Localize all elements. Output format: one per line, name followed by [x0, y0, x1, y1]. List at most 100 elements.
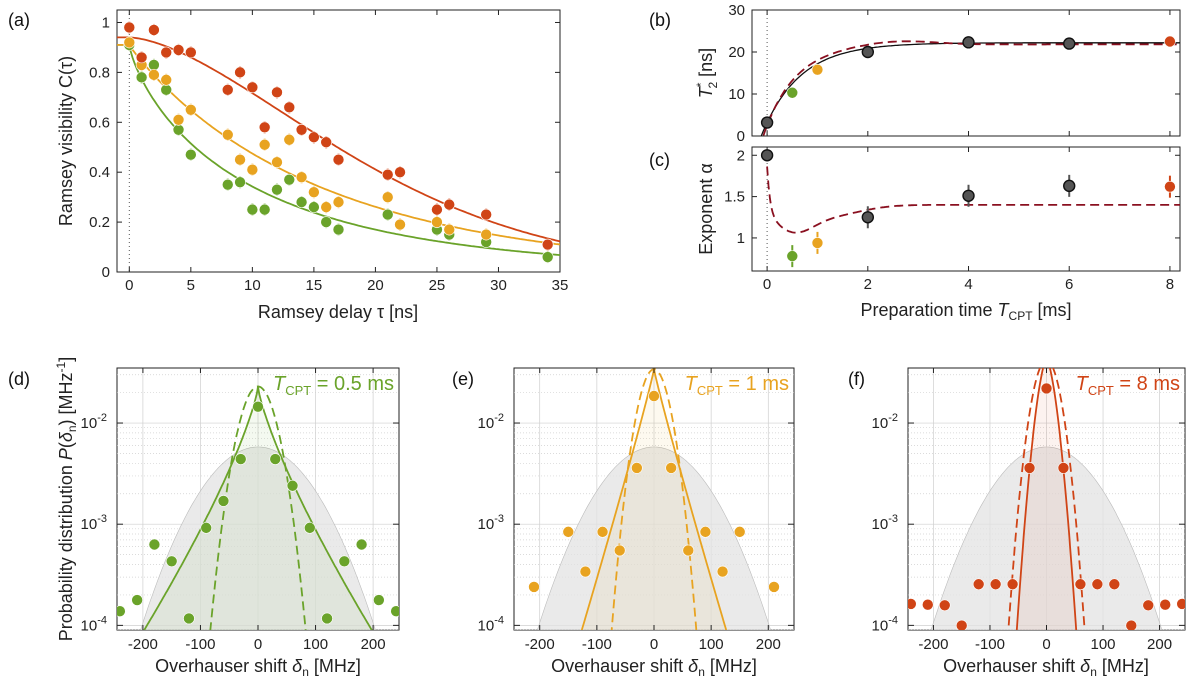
data-point — [908, 598, 917, 610]
ytick-label: 10-2 — [478, 412, 504, 432]
a-point-red — [431, 203, 443, 216]
data-point — [596, 526, 609, 538]
b-point — [1164, 35, 1176, 48]
xtick-label: 100 — [699, 636, 724, 653]
a-point-yellow — [283, 133, 296, 146]
c-xtick-label: 2 — [864, 276, 872, 293]
a-point-green — [308, 201, 320, 213]
a-point-yellow — [123, 36, 136, 49]
ytick-label: 10-3 — [81, 513, 107, 533]
a-point-red — [271, 86, 283, 99]
a-point-yellow — [148, 69, 160, 81]
annotation-tcpt: TCPT = 1 ms — [685, 373, 789, 398]
a-point-yellow — [246, 163, 259, 176]
b-point — [861, 45, 875, 59]
data-point — [217, 495, 230, 507]
xtick-label: 200 — [361, 636, 386, 653]
data-point — [131, 594, 143, 606]
data-point — [1125, 619, 1138, 630]
a-point-yellow — [381, 191, 394, 203]
data-point — [665, 462, 677, 474]
c-point — [811, 237, 824, 249]
a-point-green — [185, 148, 197, 161]
a-point-green — [271, 183, 283, 196]
a-point-red — [246, 81, 259, 94]
a-xtick-label: 5 — [187, 277, 195, 294]
a-point-red — [221, 84, 234, 96]
data-point — [355, 538, 368, 551]
gaussian-background — [514, 446, 794, 630]
a-point-yellow — [431, 216, 443, 228]
data-point — [234, 453, 247, 465]
xtick-label: -100 — [975, 636, 1005, 653]
ytick-label: 10-2 — [81, 412, 107, 432]
a-point-red — [258, 121, 271, 134]
a-xtick-label: 15 — [306, 277, 323, 294]
a-ytick-label: 0.2 — [89, 214, 110, 231]
a-xtick-label: 20 — [367, 277, 384, 294]
panel-d: (d) -200 -100 0 100 200 10-4 10-3 10-2 TCPT = 0.… — [8, 357, 400, 679]
a-point-yellow — [221, 128, 234, 141]
xtick-label: 0 — [254, 636, 262, 653]
fit-area — [514, 369, 794, 630]
c-data — [760, 149, 1180, 268]
a-point-green — [295, 196, 308, 208]
a-xtick-label: 35 — [552, 277, 569, 294]
a-point-green — [541, 251, 554, 263]
a-point-green — [332, 223, 345, 236]
xtick-label: 100 — [1091, 636, 1116, 653]
xtick-label: -200 — [918, 636, 948, 653]
b-point — [1063, 37, 1076, 50]
a-point-yellow — [185, 104, 197, 116]
panel-e: (e) -200 -100 0 100 200 10-4 10-3 10-2 TCPT = 1 … — [452, 367, 795, 679]
a-point-red — [148, 24, 160, 36]
data-point — [989, 578, 1002, 591]
panel-c: (c) 0 2 4 6 8 1 1.5 2 Exponent α Preparation ti… — [649, 146, 1181, 323]
a-ytick-label: 1 — [102, 14, 110, 31]
data-point — [165, 555, 178, 568]
data-point — [1142, 599, 1155, 612]
c-fit-dashed — [766, 166, 1180, 234]
a-point-red — [541, 238, 554, 251]
panel-a-ylabel: Ramsey visibility C(τ) — [56, 56, 76, 226]
data-point — [528, 581, 540, 593]
fit-curve-dashed — [209, 385, 307, 630]
a-point-green — [172, 123, 185, 136]
data-point — [579, 565, 592, 578]
a-point-red — [381, 168, 394, 181]
a-point-green — [160, 84, 173, 96]
a-xtick-label: 10 — [244, 277, 261, 294]
a-point-red — [332, 153, 345, 166]
a-point-yellow — [234, 153, 246, 166]
b-ytick-label: 10 — [728, 86, 745, 103]
a-xtick-label: 25 — [429, 277, 446, 294]
panel-a: (a) 0 5 10 15 20 25 30 35 0 0.2 0.4 0.6 0.8 1 Ramsey … — [8, 9, 569, 322]
panel-e-xlabel: Overhauser shift δn [MHz] — [551, 656, 757, 679]
panel-a-xlabel: Ramsey delay τ [ns] — [258, 302, 418, 322]
data-point — [269, 453, 282, 465]
data-point — [768, 581, 780, 593]
ytick-label: 10-4 — [872, 614, 898, 634]
data-point — [286, 479, 299, 492]
a-point-red — [234, 66, 246, 79]
panel-d-xlabel: Overhauser shift δn [MHz] — [155, 656, 361, 679]
data-point — [1176, 598, 1185, 610]
a-point-red — [283, 101, 296, 114]
xtick-label: 100 — [303, 636, 328, 653]
data-point — [955, 619, 968, 630]
data-point — [200, 522, 213, 534]
a-point-red — [295, 123, 308, 136]
a-point-red — [480, 208, 492, 221]
panel-c-axes — [751, 146, 1181, 272]
data-point — [1040, 382, 1053, 395]
a-point-yellow — [258, 138, 271, 151]
data-point — [938, 599, 951, 612]
c-xtick-label: 0 — [763, 276, 771, 293]
data-point — [321, 612, 333, 625]
data-point — [1074, 578, 1087, 591]
ytick-label: 10-3 — [872, 513, 898, 533]
data-point — [716, 565, 729, 578]
data-point — [613, 544, 626, 557]
data-point — [631, 462, 643, 474]
c-point — [1164, 180, 1176, 193]
